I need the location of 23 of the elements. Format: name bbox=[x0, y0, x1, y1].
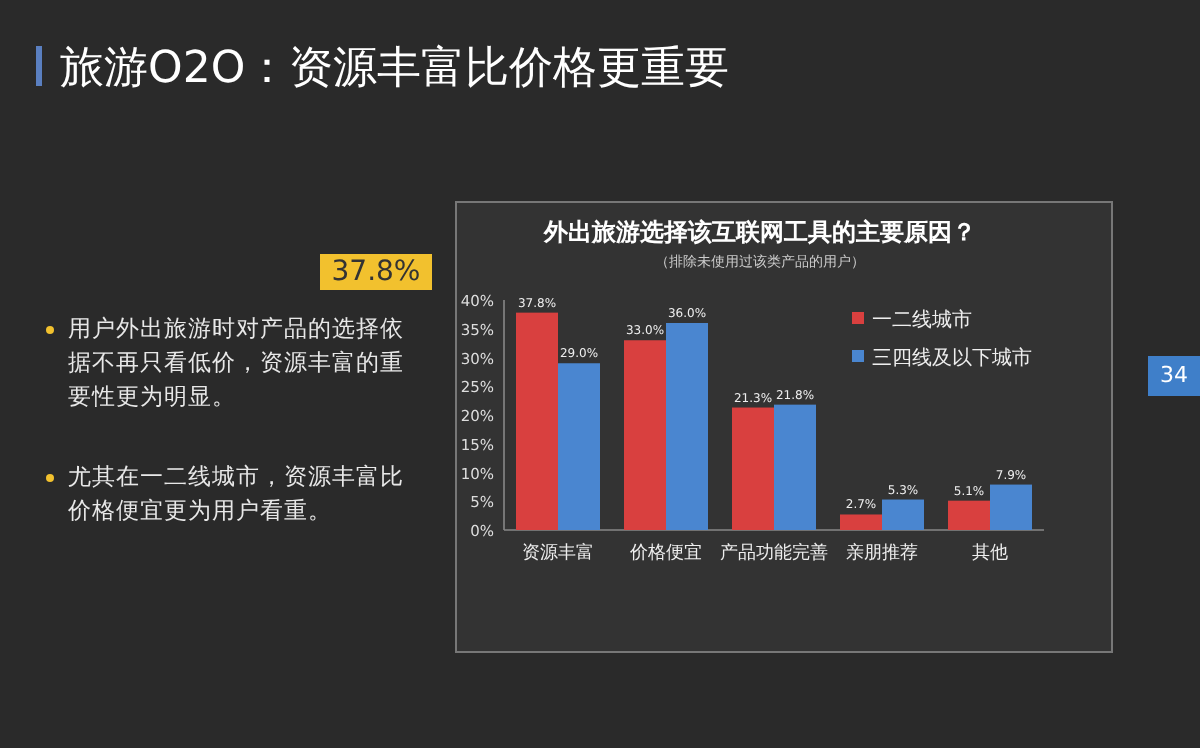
bar bbox=[990, 484, 1032, 530]
legend-label: 三四线及以下城市 bbox=[872, 346, 1032, 370]
bar bbox=[840, 514, 882, 530]
x-tick-label: 产品功能完善 bbox=[720, 542, 828, 564]
legend-label: 一二线城市 bbox=[872, 308, 972, 332]
x-tick-label: 其他 bbox=[972, 542, 1008, 564]
bar bbox=[558, 363, 600, 530]
text: 37.8% bbox=[320, 254, 432, 290]
bar bbox=[624, 340, 666, 530]
bar bbox=[516, 312, 558, 530]
chart-title: 旅游O2O：资源丰富比价格更重要 bbox=[60, 42, 730, 98]
text: 尤其在一二线城市，资源丰富比价格便宜更为用户看重。 bbox=[68, 460, 406, 528]
text: 34 bbox=[1148, 356, 1200, 396]
chart-subtitle: 外出旅游选择该互联网工具的主要原因？ bbox=[542, 218, 976, 246]
bar bbox=[732, 407, 774, 530]
x-tick-label: 价格便宜 bbox=[628, 542, 702, 564]
bar bbox=[774, 404, 816, 530]
x-tick-label: 资源丰富 bbox=[522, 542, 594, 564]
bar bbox=[882, 499, 924, 530]
text: 用户外出旅游时对产品的选择依据不再只看低价，资源丰富的重要性更为明显。 bbox=[68, 312, 406, 414]
bar bbox=[948, 500, 990, 530]
x-tick-label: 亲朋推荐 bbox=[846, 542, 918, 564]
bar bbox=[666, 323, 708, 530]
